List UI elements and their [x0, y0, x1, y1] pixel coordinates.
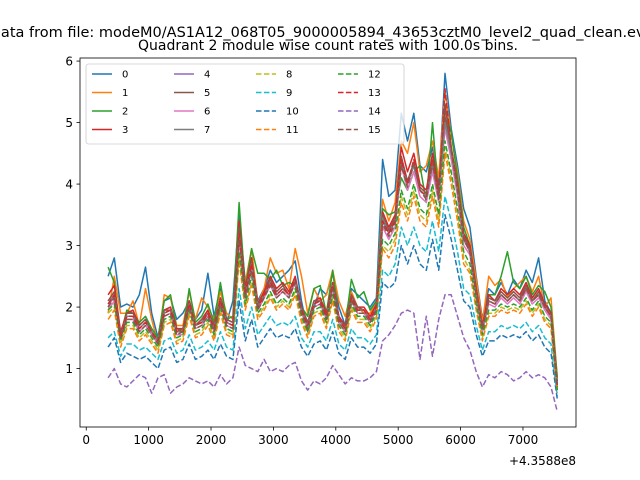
y-tick-label: 2: [65, 300, 73, 314]
series-line-12: [107, 140, 559, 391]
axes-frame: [79, 57, 577, 428]
legend-label-3: 3: [122, 125, 128, 136]
series-line-14: [107, 294, 559, 412]
series-line-9: [107, 195, 559, 397]
legend-label-8: 8: [286, 70, 292, 81]
legend-label-4: 4: [204, 70, 210, 81]
x-tick-label: 5000: [383, 433, 414, 447]
series-line-11: [107, 152, 559, 394]
legend-label-2: 2: [122, 107, 128, 118]
series-line-10: [107, 214, 559, 400]
legend-label-12: 12: [368, 70, 381, 81]
x-tick-label: 4000: [321, 433, 352, 447]
x-tick-label: 2000: [196, 433, 227, 447]
series-line-15: [107, 103, 559, 388]
plot-area: 0 1000 2000 3000 4000 5000 6000 7000+4.3588e812…: [65, 54, 577, 468]
legend-box: [85, 63, 405, 145]
x-tick-label: 3000: [258, 433, 289, 447]
legend-label-1: 1: [122, 88, 128, 99]
x-tick-label: 6000: [445, 433, 476, 447]
y-tick-label: 1: [65, 362, 73, 376]
legend-label-5: 5: [204, 88, 210, 99]
y-tick-label: 3: [65, 239, 73, 253]
x-tick-label: 1000: [133, 433, 164, 447]
y-tick-label: 6: [65, 54, 73, 68]
legend-label-10: 10: [286, 107, 299, 118]
legend-label-0: 0: [122, 70, 128, 81]
figure-suptitle: Data from file: modeM0/AS1A12_068T05_900…: [0, 25, 640, 41]
x-tick-label: 0: [82, 433, 90, 447]
legend-label-7: 7: [204, 125, 210, 136]
chart-title: Quadrant 2 module wise count rates with …: [138, 38, 518, 54]
x-offset-label: +4.3588e8: [509, 454, 576, 468]
x-tick-label: 7000: [508, 433, 539, 447]
y-tick-label: 5: [65, 116, 73, 130]
legend-label-14: 14: [368, 107, 381, 118]
y-tick-label: 4: [65, 177, 73, 191]
legend-label-13: 13: [368, 88, 381, 99]
legend-label-15: 15: [368, 125, 381, 136]
legend-label-6: 6: [204, 107, 210, 118]
legend-label-9: 9: [286, 88, 292, 99]
legend-label-11: 11: [286, 125, 299, 136]
